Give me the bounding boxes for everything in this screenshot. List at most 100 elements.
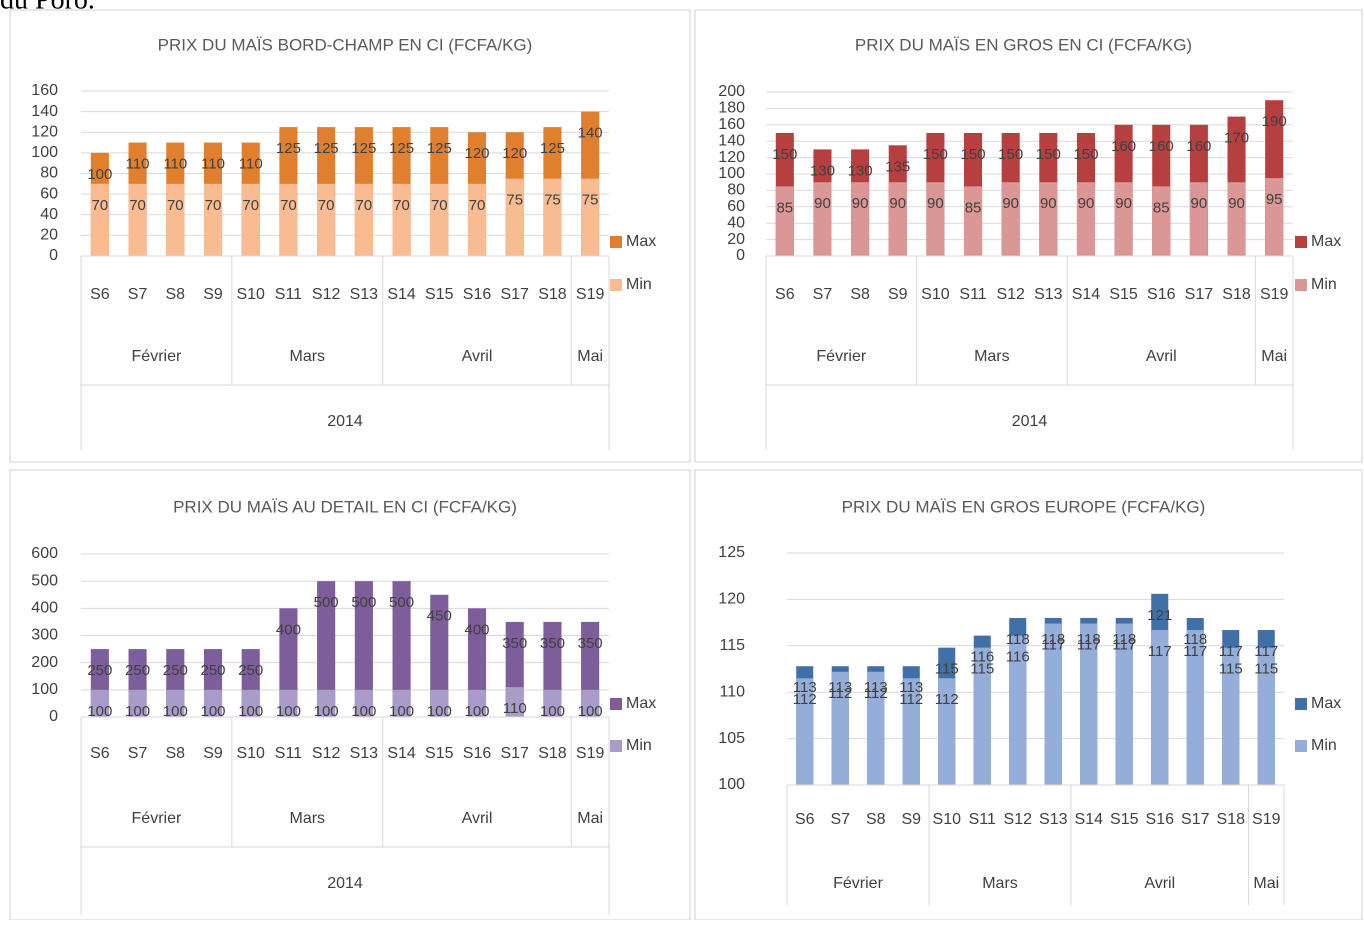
data-label: 160 <box>1149 138 1174 155</box>
bar <box>973 647 991 785</box>
bar <box>317 581 336 717</box>
y-tick-label: 100 <box>31 681 58 698</box>
data-label: 117 <box>1183 643 1207 660</box>
y-tick-label: 180 <box>718 100 745 117</box>
x-tick-label: S14 <box>387 286 416 303</box>
month-label: Avril <box>1144 875 1175 892</box>
data-label: 120 <box>502 145 527 162</box>
data-label: 116 <box>1006 649 1030 666</box>
bar <box>888 182 907 256</box>
data-label: 160 <box>1111 138 1136 155</box>
x-tick-label: S15 <box>425 745 454 762</box>
y-tick-label: 60 <box>40 185 58 202</box>
month-label: Avril <box>462 810 493 827</box>
data-label: 75 <box>506 192 523 209</box>
bar <box>1152 186 1171 256</box>
x-tick-label: S8 <box>866 811 886 828</box>
bar <box>354 183 373 256</box>
data-label: 140 <box>578 125 603 142</box>
data-label: 117 <box>1112 636 1136 653</box>
legend-swatch <box>1295 740 1307 752</box>
data-label: 118 <box>1006 631 1030 648</box>
data-label: 100 <box>540 703 565 720</box>
data-label: 117 <box>1148 643 1172 660</box>
x-tick-label: S11 <box>275 286 302 303</box>
bar <box>1009 635 1027 785</box>
data-label: 112 <box>828 685 852 702</box>
data-label: 250 <box>125 662 150 679</box>
data-label: 150 <box>998 146 1023 163</box>
x-tick-label: S10 <box>933 811 962 828</box>
legend-label: Min <box>626 737 652 754</box>
data-label: 118 <box>1183 631 1207 648</box>
y-tick-label: 0 <box>49 247 58 264</box>
legend-swatch <box>1295 698 1307 710</box>
bar <box>241 689 260 717</box>
data-label: 350 <box>502 635 527 652</box>
bar <box>354 689 373 717</box>
x-tick-label: S16 <box>1146 811 1175 828</box>
month-label: Février <box>816 348 866 365</box>
data-label: 350 <box>578 635 603 652</box>
month-label: Mars <box>290 810 326 827</box>
bar <box>543 689 562 717</box>
month-label: Février <box>132 810 182 827</box>
data-label: 90 <box>1002 195 1019 212</box>
y-tick-label: 160 <box>718 116 745 133</box>
bar <box>1080 623 1098 785</box>
x-tick-label: S19 <box>576 286 605 303</box>
data-label: 125 <box>540 140 565 157</box>
data-label: 118 <box>1112 631 1136 648</box>
data-label: 115 <box>935 661 959 678</box>
data-label: 90 <box>814 195 831 212</box>
document-text: du Poro. <box>0 0 95 15</box>
data-label: 100 <box>200 703 225 720</box>
data-label: 100 <box>351 703 376 720</box>
x-tick-label: S16 <box>463 745 492 762</box>
bar <box>90 183 109 256</box>
legend-label: Min <box>1311 276 1337 293</box>
data-label: 350 <box>540 635 565 652</box>
bar <box>279 183 298 256</box>
x-tick-label: S8 <box>165 745 185 762</box>
x-tick-label: S13 <box>1034 286 1063 303</box>
x-tick-label: S6 <box>90 745 110 762</box>
data-label: 500 <box>351 594 376 611</box>
data-label: 150 <box>923 146 948 163</box>
bar <box>430 183 449 256</box>
y-tick-label: 20 <box>727 231 745 248</box>
data-label: 70 <box>431 197 448 214</box>
legend-swatch <box>1295 279 1307 291</box>
data-label: 118 <box>1041 631 1065 648</box>
bar <box>831 671 849 785</box>
data-label: 113 <box>828 679 852 696</box>
month-label: Mai <box>577 348 603 365</box>
legend-label: Max <box>626 695 656 712</box>
data-label: 150 <box>1073 146 1098 163</box>
x-tick-label: S15 <box>1109 286 1138 303</box>
bar <box>1114 182 1133 256</box>
x-tick-label: S14 <box>1075 811 1104 828</box>
bar <box>1186 630 1204 785</box>
month-label: Mars <box>290 348 326 365</box>
data-label: 75 <box>544 192 561 209</box>
data-label: 500 <box>314 594 339 611</box>
bar <box>581 689 600 717</box>
y-tick-label: 140 <box>718 132 745 149</box>
bar <box>867 671 885 785</box>
bar <box>392 689 411 717</box>
bar <box>430 689 449 717</box>
data-label: 85 <box>965 199 982 216</box>
y-tick-label: 600 <box>31 545 58 562</box>
y-tick-label: 200 <box>718 83 745 100</box>
data-label: 135 <box>885 158 910 175</box>
x-tick-label: S17 <box>500 286 529 303</box>
bar <box>938 678 956 785</box>
data-label: 70 <box>318 197 335 214</box>
data-label: 125 <box>389 140 414 157</box>
data-label: 90 <box>889 195 906 212</box>
data-label: 150 <box>961 146 986 163</box>
bar <box>392 183 411 256</box>
y-tick-label: 80 <box>40 165 58 182</box>
x-tick-label: S7 <box>830 811 850 828</box>
